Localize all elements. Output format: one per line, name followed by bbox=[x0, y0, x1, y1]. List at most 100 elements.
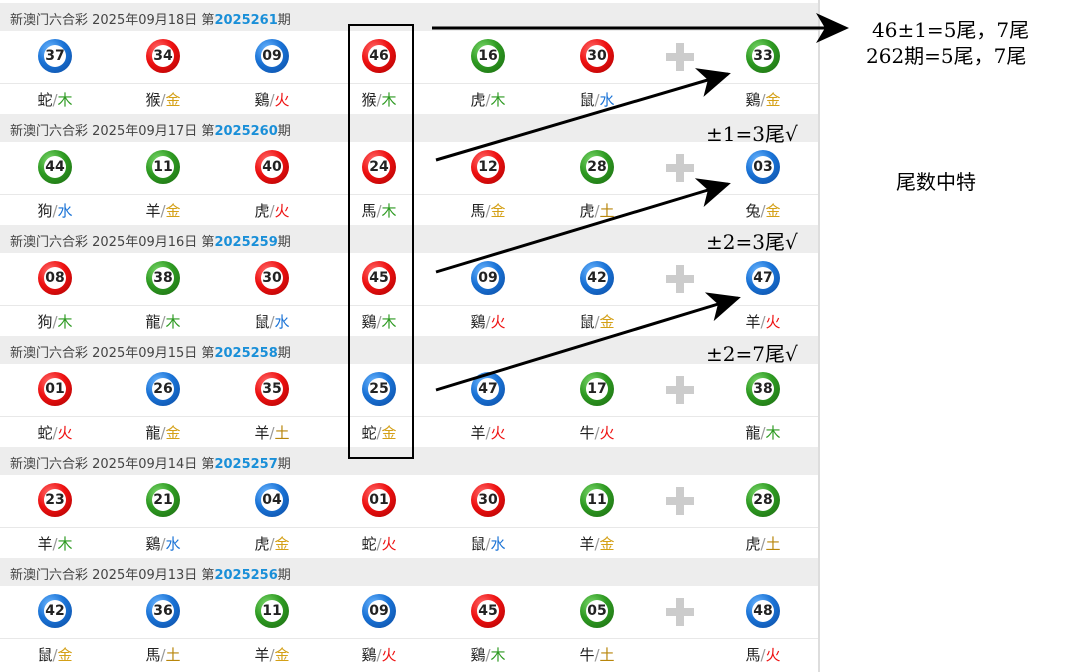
zodiac-text: 龍 bbox=[745, 424, 761, 442]
zodiac-element-label: 龍/木 bbox=[133, 311, 193, 332]
separator: / bbox=[269, 535, 275, 553]
note-check-3: ±2=7尾√ bbox=[706, 342, 798, 366]
zodiac-element-label: 龍/木 bbox=[733, 422, 793, 443]
separator: / bbox=[760, 313, 766, 331]
special-ball: 28 bbox=[746, 483, 780, 517]
ball-number: 21 bbox=[152, 489, 174, 511]
element-text: 火 bbox=[381, 646, 397, 664]
separator: / bbox=[52, 424, 58, 442]
plus-icon bbox=[664, 263, 696, 295]
zodiac-element-label: 狗/木 bbox=[25, 311, 85, 332]
ball-number: 09 bbox=[368, 600, 390, 622]
number-ball: 45 bbox=[362, 261, 396, 295]
element-text: 金 bbox=[765, 91, 781, 109]
element-text: 火 bbox=[381, 535, 397, 553]
element-text: 土 bbox=[274, 424, 290, 442]
element-text: 木 bbox=[765, 424, 781, 442]
element-text: 火 bbox=[57, 424, 73, 442]
zodiac-element-label: 虎/土 bbox=[567, 200, 627, 221]
row-divider bbox=[0, 527, 818, 528]
element-text: 金 bbox=[165, 202, 181, 220]
issue-number: 2025257 bbox=[214, 457, 278, 472]
plus-icon bbox=[664, 485, 696, 517]
number-ball: 04 bbox=[255, 483, 289, 517]
separator: / bbox=[52, 202, 58, 220]
ball-number: 46 bbox=[368, 45, 390, 67]
zodiac-text: 猴 bbox=[361, 91, 377, 109]
zodiac-element-label: 虎/土 bbox=[733, 533, 793, 554]
plus-icon bbox=[664, 374, 696, 406]
separator: / bbox=[160, 646, 166, 664]
ball-number: 16 bbox=[477, 45, 499, 67]
ball-number: 04 bbox=[261, 489, 283, 511]
separator: / bbox=[376, 535, 382, 553]
separator: / bbox=[594, 646, 600, 664]
ball-number: 09 bbox=[261, 45, 283, 67]
zodiac-element-label: 羊/火 bbox=[733, 311, 793, 332]
number-ball: 09 bbox=[255, 39, 289, 73]
zodiac-text: 鷄 bbox=[470, 646, 486, 664]
arrow-row4 bbox=[435, 292, 741, 392]
number-ball: 09 bbox=[471, 261, 505, 295]
note-check-2: ±2=3尾√ bbox=[706, 230, 798, 254]
plus-icon bbox=[664, 596, 696, 628]
element-text: 木 bbox=[381, 313, 397, 331]
separator: / bbox=[160, 91, 166, 109]
zodiac-text: 虎 bbox=[745, 535, 761, 553]
zodiac-text: 牛 bbox=[579, 424, 595, 442]
zodiac-text: 兔 bbox=[745, 202, 761, 220]
ball-number: 35 bbox=[261, 378, 283, 400]
number-ball: 11 bbox=[255, 594, 289, 628]
separator: / bbox=[485, 424, 491, 442]
draw-header: 新澳门六合彩 2025年09月16日 第2025259期 bbox=[0, 225, 818, 253]
zodiac-element-label: 鷄/木 bbox=[458, 644, 518, 665]
separator: / bbox=[594, 202, 600, 220]
note-side: 尾数中特 bbox=[896, 170, 976, 194]
ball-number: 36 bbox=[152, 600, 174, 622]
separator: / bbox=[594, 91, 600, 109]
separator: / bbox=[269, 424, 275, 442]
zodiac-element-label: 牛/火 bbox=[567, 422, 627, 443]
zodiac-element-label: 鷄/水 bbox=[133, 533, 193, 554]
zodiac-text: 龍 bbox=[145, 424, 161, 442]
separator: / bbox=[485, 91, 491, 109]
row-divider bbox=[0, 305, 818, 306]
number-ball: 23 bbox=[38, 483, 72, 517]
number-ball: 11 bbox=[146, 150, 180, 184]
separator: / bbox=[376, 313, 382, 331]
ball-number: 24 bbox=[368, 156, 390, 178]
ball-number: 44 bbox=[44, 156, 66, 178]
separator: / bbox=[485, 646, 491, 664]
ball-number: 23 bbox=[44, 489, 66, 511]
element-text: 水 bbox=[165, 535, 181, 553]
ball-number: 40 bbox=[261, 156, 283, 178]
issue-number: 2025256 bbox=[214, 568, 278, 583]
ball-number: 25 bbox=[368, 378, 390, 400]
ball-number: 33 bbox=[752, 45, 774, 67]
zodiac-text: 虎 bbox=[254, 535, 270, 553]
element-text: 金 bbox=[765, 202, 781, 220]
zodiac-element-label: 鼠/水 bbox=[458, 533, 518, 554]
number-ball: 11 bbox=[580, 483, 614, 517]
separator: / bbox=[160, 313, 166, 331]
number-ball: 09 bbox=[362, 594, 396, 628]
special-ball: 38 bbox=[746, 372, 780, 406]
issue-number: 2025261 bbox=[214, 13, 278, 28]
zodiac-element-label: 蛇/木 bbox=[25, 89, 85, 110]
number-ball: 34 bbox=[146, 39, 180, 73]
note-check-1: ±1=3尾√ bbox=[706, 122, 798, 146]
special-ball: 33 bbox=[746, 39, 780, 73]
separator: / bbox=[485, 202, 491, 220]
ball-number: 30 bbox=[477, 489, 499, 511]
zodiac-text: 鼠 bbox=[470, 535, 486, 553]
number-ball: 26 bbox=[146, 372, 180, 406]
ball-number: 08 bbox=[44, 267, 66, 289]
zodiac-element-label: 鼠/金 bbox=[567, 311, 627, 332]
number-ball: 30 bbox=[580, 39, 614, 73]
zodiac-element-label: 羊/火 bbox=[458, 422, 518, 443]
separator: / bbox=[485, 535, 491, 553]
zodiac-element-label: 鷄/火 bbox=[349, 644, 409, 665]
separator: / bbox=[52, 313, 58, 331]
ball-number: 48 bbox=[752, 600, 774, 622]
